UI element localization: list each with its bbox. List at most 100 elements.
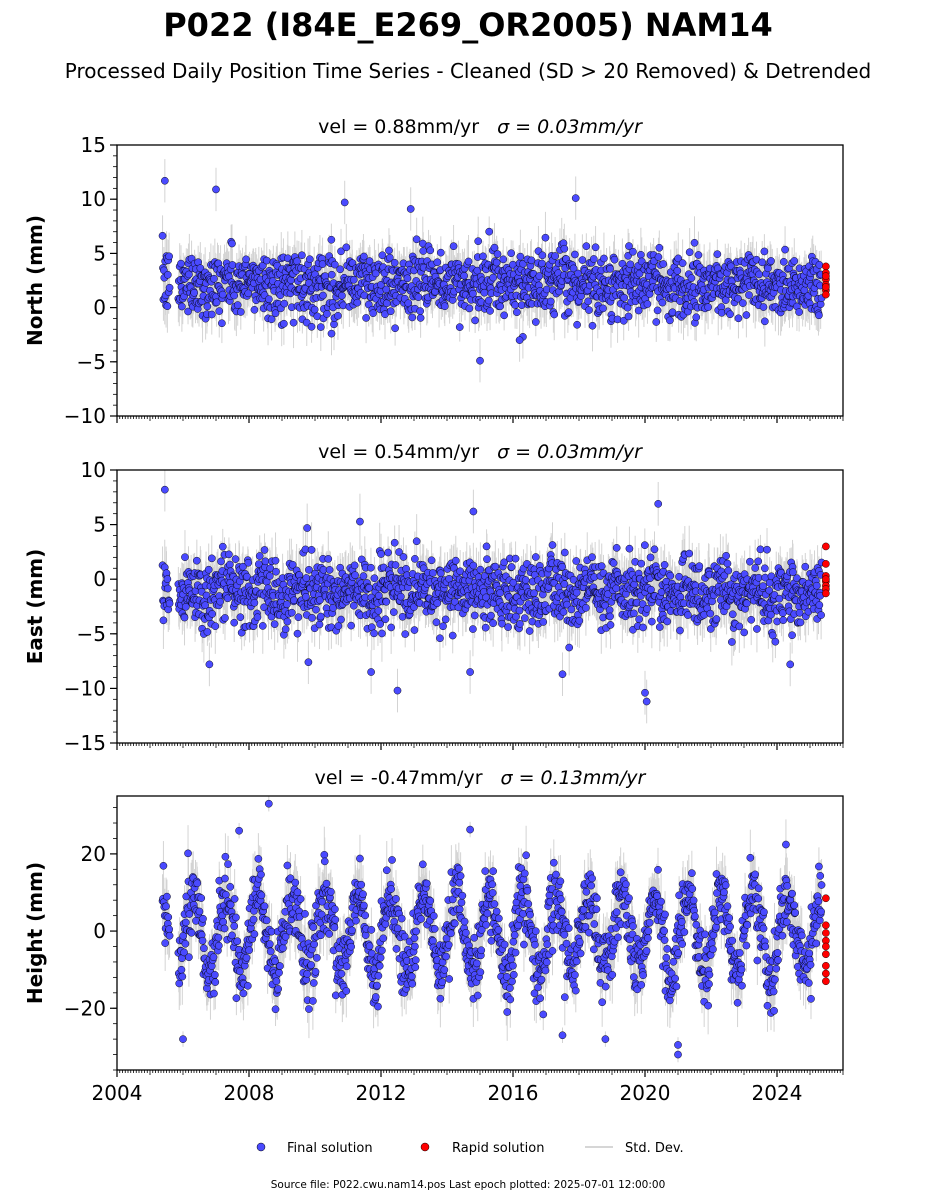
final-point (416, 307, 424, 315)
final-point (485, 227, 494, 236)
final-point (713, 250, 722, 258)
y-tick-label: 5 (93, 241, 106, 265)
final-point (163, 302, 172, 310)
plot-area (158, 470, 830, 724)
final-point (244, 289, 253, 298)
final-point (201, 601, 210, 610)
final-point (228, 261, 237, 269)
final-point (180, 613, 189, 622)
final-point (535, 272, 544, 280)
rapid-point (822, 272, 830, 280)
final-point (658, 298, 667, 307)
final-point (307, 322, 316, 331)
final-point (163, 584, 172, 593)
final-point (327, 329, 336, 338)
final-point (600, 254, 608, 263)
final-point (471, 316, 479, 325)
final-point (674, 254, 683, 263)
final-point (727, 262, 735, 271)
final-point (262, 256, 271, 265)
final-point (225, 560, 234, 569)
y-tick-label: −5 (77, 350, 106, 374)
final-point (212, 298, 221, 307)
final-point (655, 243, 664, 252)
final-point (599, 304, 607, 313)
final-point (382, 299, 391, 308)
final-point (690, 238, 699, 247)
final-point (159, 616, 168, 625)
final-point (323, 310, 331, 318)
final-point (208, 610, 217, 618)
final-point (412, 235, 421, 244)
final-point (158, 231, 167, 240)
final-point (190, 289, 199, 297)
final-point (391, 324, 399, 333)
rapid-point (822, 283, 830, 291)
final-point (360, 252, 368, 261)
final-point (692, 313, 701, 322)
final-point (473, 266, 482, 275)
final-point (404, 299, 413, 308)
final-point (165, 252, 173, 261)
final-point (280, 319, 288, 328)
final-point (493, 250, 502, 258)
final-point (440, 302, 449, 311)
final-point (742, 311, 751, 319)
final-point (385, 246, 393, 255)
final-point (223, 594, 232, 603)
final-point (371, 269, 380, 278)
final-point (569, 264, 578, 273)
final-point (582, 242, 591, 250)
panel-2: vel = 0.54mm/yr σ = 0.03mm/yr−15−10−50510… (23, 441, 844, 755)
final-point (353, 298, 362, 307)
final-point (327, 235, 336, 244)
final-point (334, 312, 342, 320)
final-point (233, 301, 242, 309)
final-point (215, 307, 224, 315)
final-point (293, 257, 301, 266)
final-point (490, 243, 499, 252)
final-point (426, 246, 435, 255)
final-point (629, 247, 637, 256)
final-point (480, 288, 489, 297)
final-point (538, 259, 546, 268)
final-point (499, 255, 508, 264)
final-point (437, 248, 445, 257)
y-axis-label: North (mm) (23, 215, 47, 346)
final-point (761, 317, 769, 326)
final-point (476, 356, 484, 365)
final-point (243, 572, 251, 581)
final-point (271, 309, 280, 318)
final-point (386, 253, 394, 262)
final-point (221, 614, 229, 622)
final-point (365, 257, 374, 265)
panel-title-sigma: σ = 0.03mm/yr (497, 116, 643, 138)
final-point (203, 628, 212, 636)
final-point (207, 310, 216, 319)
final-point (193, 556, 201, 565)
final-point (469, 289, 477, 298)
final-point (492, 258, 501, 267)
final-point (619, 316, 628, 325)
final-point (815, 261, 824, 269)
final-point (486, 307, 494, 315)
final-point (546, 297, 555, 306)
final-point (165, 283, 174, 292)
final-point (185, 270, 193, 279)
panel-1: vel = 0.88mm/yr σ = 0.03mm/yr −10 −5 0 5 10 15 N… (23, 116, 844, 428)
final-point (464, 257, 473, 266)
final-point (500, 311, 508, 320)
final-point (386, 307, 395, 316)
final-point (704, 303, 712, 311)
final-point (327, 270, 336, 279)
final-point (455, 323, 464, 331)
final-point (242, 255, 250, 264)
final-point (267, 315, 276, 324)
final-point (230, 618, 239, 627)
final-point (280, 299, 289, 308)
final-point (178, 302, 186, 311)
panel-title: vel = 0.88mm/yr σ = 0.03mm/yr (318, 116, 643, 138)
y-tick-label: −10 (64, 404, 106, 428)
plot-area (158, 159, 830, 383)
